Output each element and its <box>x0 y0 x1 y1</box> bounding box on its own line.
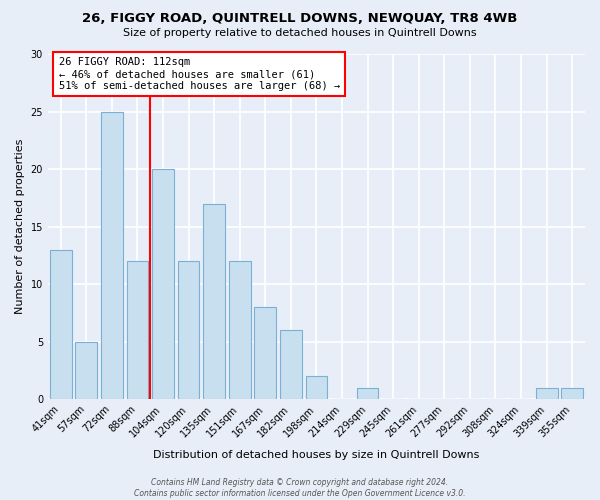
Bar <box>562 388 583 399</box>
Text: Size of property relative to detached houses in Quintrell Downs: Size of property relative to detached ho… <box>123 28 477 38</box>
Bar <box>101 112 123 399</box>
Text: Contains HM Land Registry data © Crown copyright and database right 2024.
Contai: Contains HM Land Registry data © Crown c… <box>134 478 466 498</box>
Text: 26 FIGGY ROAD: 112sqm
← 46% of detached houses are smaller (61)
51% of semi-deta: 26 FIGGY ROAD: 112sqm ← 46% of detached … <box>59 58 340 90</box>
Bar <box>254 307 276 399</box>
Y-axis label: Number of detached properties: Number of detached properties <box>15 139 25 314</box>
X-axis label: Distribution of detached houses by size in Quintrell Downs: Distribution of detached houses by size … <box>153 450 479 460</box>
Bar <box>76 342 97 399</box>
Bar <box>357 388 379 399</box>
Bar <box>127 261 148 399</box>
Bar <box>152 169 174 399</box>
Bar <box>203 204 225 399</box>
Text: 26, FIGGY ROAD, QUINTRELL DOWNS, NEWQUAY, TR8 4WB: 26, FIGGY ROAD, QUINTRELL DOWNS, NEWQUAY… <box>82 12 518 26</box>
Bar <box>280 330 302 399</box>
Bar <box>229 261 251 399</box>
Bar <box>178 261 199 399</box>
Bar <box>305 376 328 399</box>
Bar <box>536 388 557 399</box>
Bar <box>50 250 71 399</box>
